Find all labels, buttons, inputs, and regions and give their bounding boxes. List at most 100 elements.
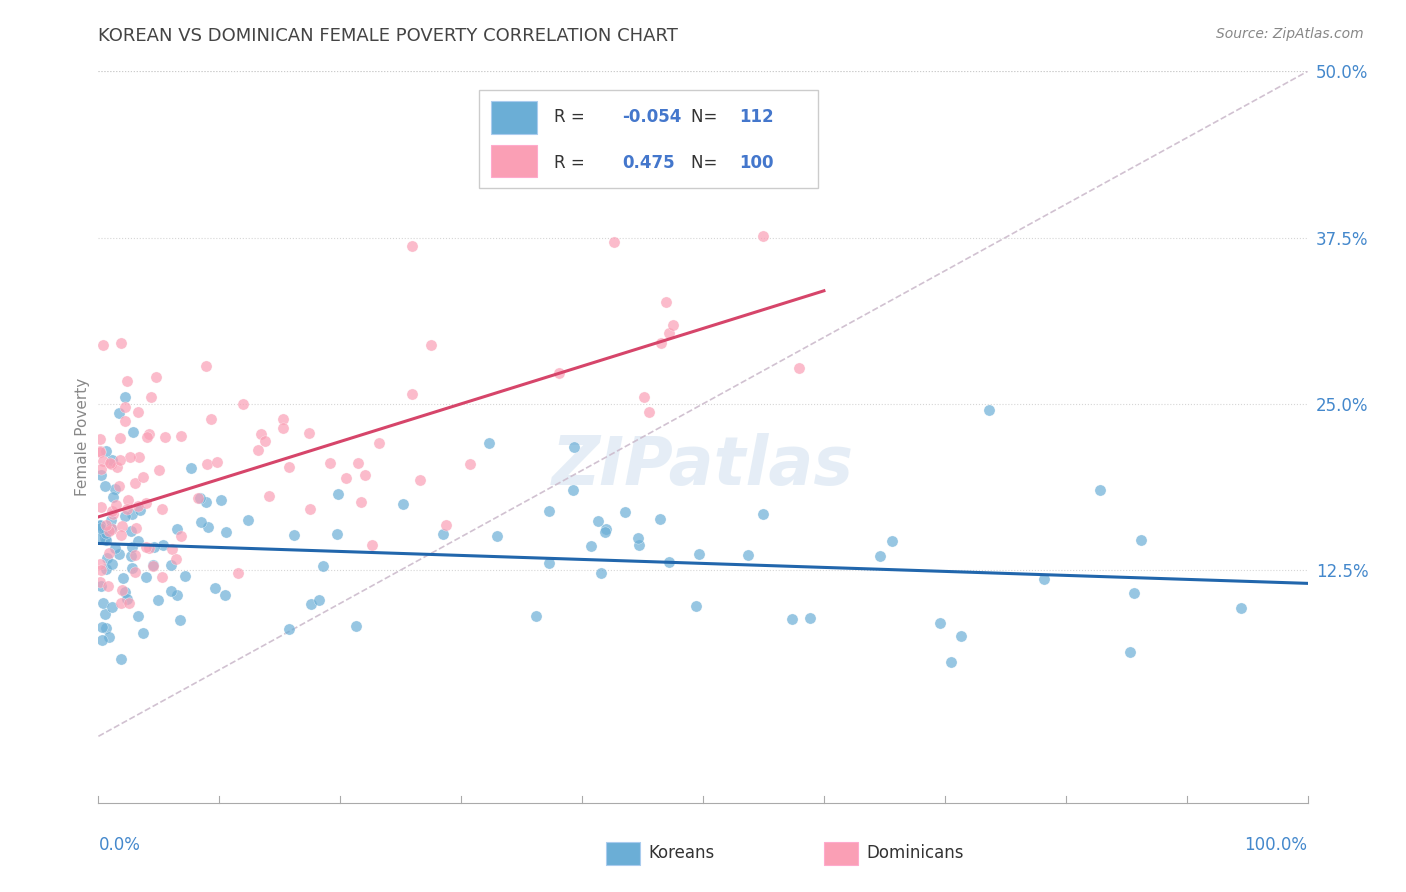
Point (586, 514, 609, 528)
Point (150, 570, 173, 584)
Point (939, 655, 962, 669)
Point (112, 571, 135, 585)
Point (737, 548, 759, 562)
Point (253, 434, 276, 448)
Point (752, 507, 775, 521)
Point (627, 531, 650, 545)
Point (486, 529, 509, 543)
Point (110, 335, 132, 350)
Point (104, 482, 127, 496)
Point (1088, 483, 1111, 497)
Point (166, 522, 188, 536)
Point (1032, 572, 1054, 586)
Point (1229, 600, 1251, 615)
Point (96, 550, 118, 565)
Point (752, 228, 775, 243)
Point (135, 430, 157, 444)
Point (312, 558, 335, 573)
Point (127, 533, 149, 548)
Point (526, 609, 548, 624)
Point (117, 375, 139, 389)
Text: 100: 100 (740, 153, 773, 172)
Point (121, 561, 143, 575)
Point (688, 547, 710, 561)
Point (128, 450, 150, 465)
Point (661, 318, 683, 333)
Text: N=: N= (690, 153, 723, 172)
Text: R =: R = (554, 153, 591, 172)
FancyBboxPatch shape (492, 101, 537, 134)
FancyBboxPatch shape (606, 841, 640, 865)
Point (97, 578, 120, 592)
Point (478, 435, 501, 450)
Point (89, 521, 111, 535)
Text: Koreans: Koreans (648, 844, 714, 862)
Point (124, 476, 146, 491)
Point (392, 497, 415, 511)
Point (589, 566, 612, 581)
Point (97, 546, 120, 560)
Point (97, 524, 120, 538)
Point (668, 159, 690, 173)
Point (132, 470, 155, 484)
Point (93, 479, 115, 493)
Point (650, 512, 672, 526)
Point (562, 483, 585, 497)
Point (120, 450, 142, 464)
Point (89, 518, 111, 533)
Point (347, 456, 370, 470)
Point (195, 359, 218, 373)
Point (950, 629, 973, 643)
Point (90, 500, 112, 514)
Point (658, 326, 681, 341)
Point (129, 502, 152, 516)
Point (236, 513, 259, 527)
Point (89, 432, 111, 446)
Point (458, 457, 481, 471)
Point (170, 429, 193, 443)
Point (91, 454, 114, 468)
Point (124, 565, 146, 579)
Point (139, 390, 162, 404)
Point (197, 520, 219, 534)
Point (90, 632, 112, 647)
Point (344, 619, 367, 633)
Point (121, 425, 143, 439)
Point (929, 615, 952, 630)
Point (94, 622, 117, 636)
Point (89, 518, 111, 533)
Point (160, 558, 183, 573)
Point (562, 441, 585, 455)
Point (104, 541, 127, 556)
Point (96, 525, 118, 540)
Point (101, 504, 124, 518)
Point (232, 397, 254, 411)
Point (633, 390, 655, 404)
Point (214, 588, 236, 602)
Point (538, 556, 561, 570)
Point (409, 473, 432, 487)
Point (138, 541, 160, 556)
Point (1130, 533, 1153, 548)
Point (335, 471, 357, 485)
Point (89, 444, 111, 458)
Point (108, 432, 131, 446)
Point (187, 491, 209, 505)
Point (685, 599, 707, 613)
Text: 0.475: 0.475 (621, 153, 675, 172)
Point (787, 361, 810, 376)
Point (882, 533, 904, 548)
Point (114, 508, 136, 523)
Point (180, 461, 202, 475)
Point (121, 524, 143, 538)
Point (350, 495, 373, 509)
Point (120, 549, 142, 563)
Point (614, 505, 637, 519)
Point (548, 366, 571, 380)
Point (89, 557, 111, 571)
Text: -0.054: -0.054 (621, 109, 682, 127)
Point (162, 542, 184, 557)
Point (148, 462, 170, 476)
Point (593, 524, 616, 539)
Y-axis label: Female Poverty: Female Poverty (75, 378, 90, 496)
